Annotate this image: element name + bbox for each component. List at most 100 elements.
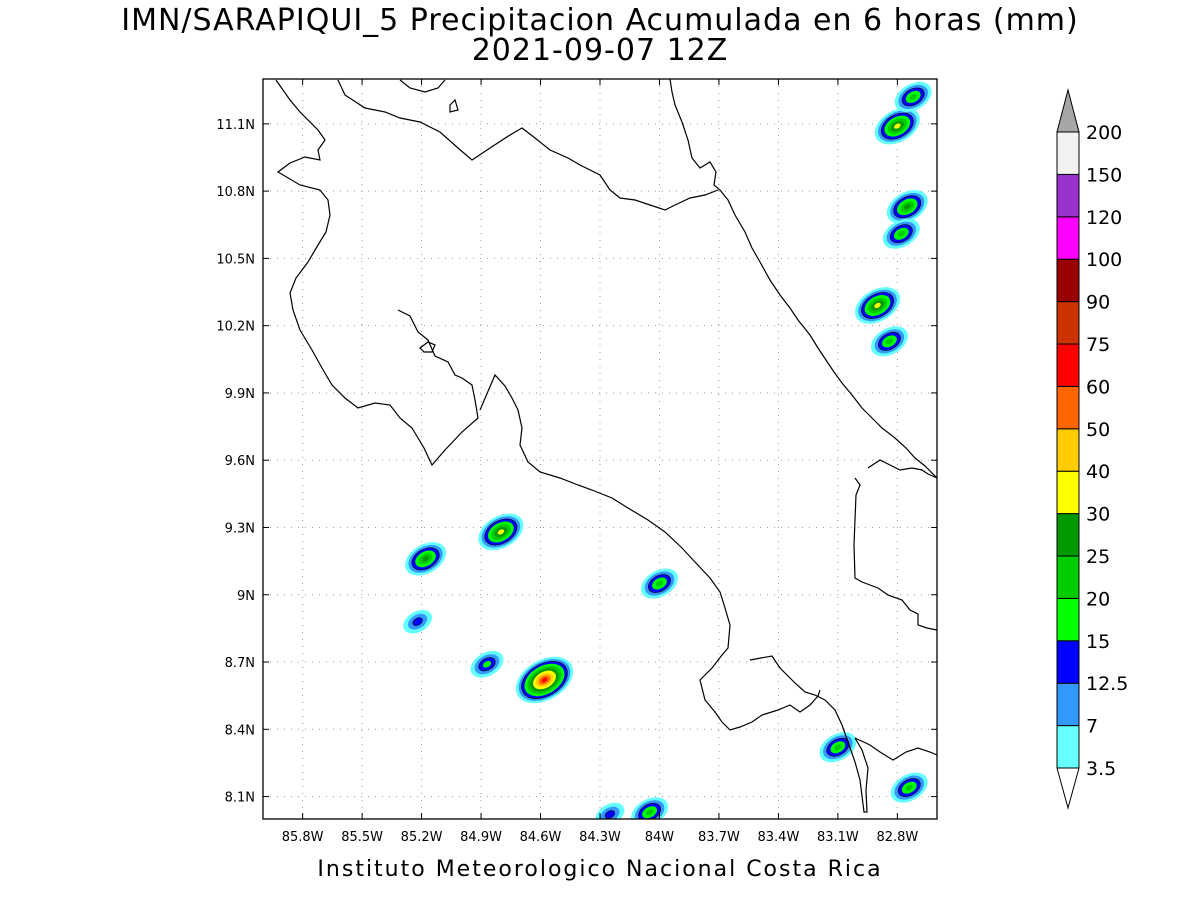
y-tick-label: 10.5N [216, 252, 255, 267]
colorbar-swatch-30 [1056, 470, 1080, 515]
colorbar-swatch-7 [1056, 682, 1080, 727]
precip-cell [515, 656, 574, 704]
precip-contour-20 [885, 338, 894, 345]
coastline-caribbean [669, 79, 937, 479]
colorbar-swatch-3.5 [1056, 725, 1080, 769]
colorbar-label: 30 [1086, 504, 1110, 526]
map-valid-time: 2021-09-07 12Z [471, 33, 729, 68]
precip-cell [870, 326, 908, 357]
y-tick-label: 9.9N [225, 387, 255, 402]
precip-cell [595, 802, 625, 819]
y-tick-label: 9N [237, 589, 255, 604]
precip-cell [470, 650, 504, 678]
coastline-osa-golfo-dulce [749, 655, 869, 813]
colorbar-swatch-40 [1056, 428, 1080, 472]
y-tick-label: 8.7N [225, 656, 255, 671]
x-tick-label: 83.4W [758, 830, 800, 845]
precip-contour-30 [894, 123, 901, 129]
y-tick-label: 8.4N [225, 723, 255, 738]
precip-contour-20 [897, 230, 906, 237]
colorbar-label: 40 [1086, 461, 1110, 483]
coastline-lake-nicaragua-south [337, 79, 719, 211]
coastline-lake-nicaragua-islands [399, 79, 446, 93]
x-tick-label: 82.8W [876, 830, 918, 845]
precip-cell [403, 609, 433, 634]
colorbar-label: 75 [1086, 334, 1110, 356]
precip-contour-20 [645, 809, 654, 816]
colorbar-swatch-100 [1056, 216, 1080, 260]
x-tick-label: 83.1W [817, 830, 859, 845]
colorbar-label: 120 [1086, 207, 1122, 229]
coastline-costa-rica-pacific [479, 373, 821, 731]
coastline-nicaragua-pacific [275, 79, 479, 467]
precipitation-contours [403, 81, 932, 819]
precip-contour-60 [541, 677, 548, 683]
precip-cell [640, 568, 678, 599]
x-tick-label: 83.7W [698, 830, 740, 845]
gulf-of-nicoya-island [419, 341, 436, 353]
colorbar-swatch-75 [1056, 301, 1080, 345]
colorbar-swatch-25 [1056, 513, 1080, 557]
precip-contour-15 [482, 660, 492, 668]
precip-contour-25 [422, 556, 429, 562]
precip-cell [874, 107, 920, 145]
map-axes: 85.8W 85.5W 85.2W 84.9W 84.6W 84.3W 84W 83.7W 83… [216, 78, 938, 845]
y-tick-label: 10.2N [216, 320, 255, 335]
colorbar-swatch-50 [1056, 385, 1080, 430]
map-credit: Instituto Meteorologico Nacional Costa R… [317, 857, 883, 882]
colorbar-swatch-60 [1056, 343, 1080, 387]
x-tick-label: 84.6W [520, 830, 562, 845]
map-title: IMN/SARAPIQUI_5 Precipitacion Acumulada … [121, 3, 1079, 38]
precip-cell [882, 218, 920, 249]
y-tick-label: 8.1N [225, 791, 255, 806]
precip-cell [886, 190, 928, 224]
precip-contour-20 [909, 93, 917, 100]
precip-contour-25 [903, 204, 911, 210]
colorbar-swatch-15 [1056, 597, 1080, 642]
y-tick-label: 10.8N [216, 185, 255, 200]
precip-cell [854, 287, 901, 324]
coastlines [275, 79, 937, 813]
x-tick-label: 84.3W [579, 830, 621, 845]
colorbar-swatch-90 [1056, 258, 1080, 303]
colorbar-label: 12.5 [1086, 673, 1128, 695]
colorbar-over-arrow [1056, 88, 1080, 133]
colorbar-label: 100 [1086, 249, 1122, 271]
precip-cell [405, 542, 447, 576]
colorbar-swatch-20 [1056, 555, 1080, 599]
colorbar: 3.5 7 12.5 15 20 25 30 40 50 60 75 90 100 120 150 200 [1056, 88, 1128, 810]
x-tick-label: 84W [645, 830, 675, 845]
coastline-panama-caribbean-islands [867, 459, 937, 479]
precip-contour-20 [655, 580, 664, 587]
graticule [263, 79, 937, 819]
precip-cell [894, 81, 932, 112]
colorbar-swatch-12.5 [1056, 640, 1080, 684]
colorbar-label: 25 [1086, 546, 1110, 568]
precip-cell [631, 797, 669, 819]
y-tick-label: 11.1N [216, 118, 255, 133]
precip-contour-20 [905, 784, 913, 791]
x-tick-label: 85.8W [282, 830, 324, 845]
colorbar-label: 3.5 [1086, 758, 1116, 780]
island-marker [449, 98, 459, 113]
colorbar-label: 200 [1086, 122, 1122, 144]
x-tick-label: 84.9W [460, 830, 502, 845]
coastline-panama-pacific [854, 737, 937, 761]
y-tick-label: 9.3N [225, 521, 255, 536]
precip-contour-12.5 [604, 810, 616, 819]
colorbar-under-arrow [1056, 767, 1080, 810]
precip-contour-20 [834, 744, 842, 751]
colorbar-swatch-120 [1056, 173, 1080, 218]
x-tick-label: 85.5W [341, 830, 383, 845]
colorbar-label: 15 [1086, 631, 1110, 653]
precip-cell [478, 513, 524, 551]
colorbar-label: 7 [1086, 716, 1098, 738]
y-tick-label: 9.6N [225, 454, 255, 469]
coastline-bocas-del-toro [853, 477, 937, 631]
x-tick-label: 85.2W [401, 830, 443, 845]
colorbar-label: 150 [1086, 164, 1122, 186]
colorbar-label: 90 [1086, 292, 1110, 314]
precip-contour-12.5 [412, 617, 423, 626]
colorbar-label: 20 [1086, 588, 1110, 610]
